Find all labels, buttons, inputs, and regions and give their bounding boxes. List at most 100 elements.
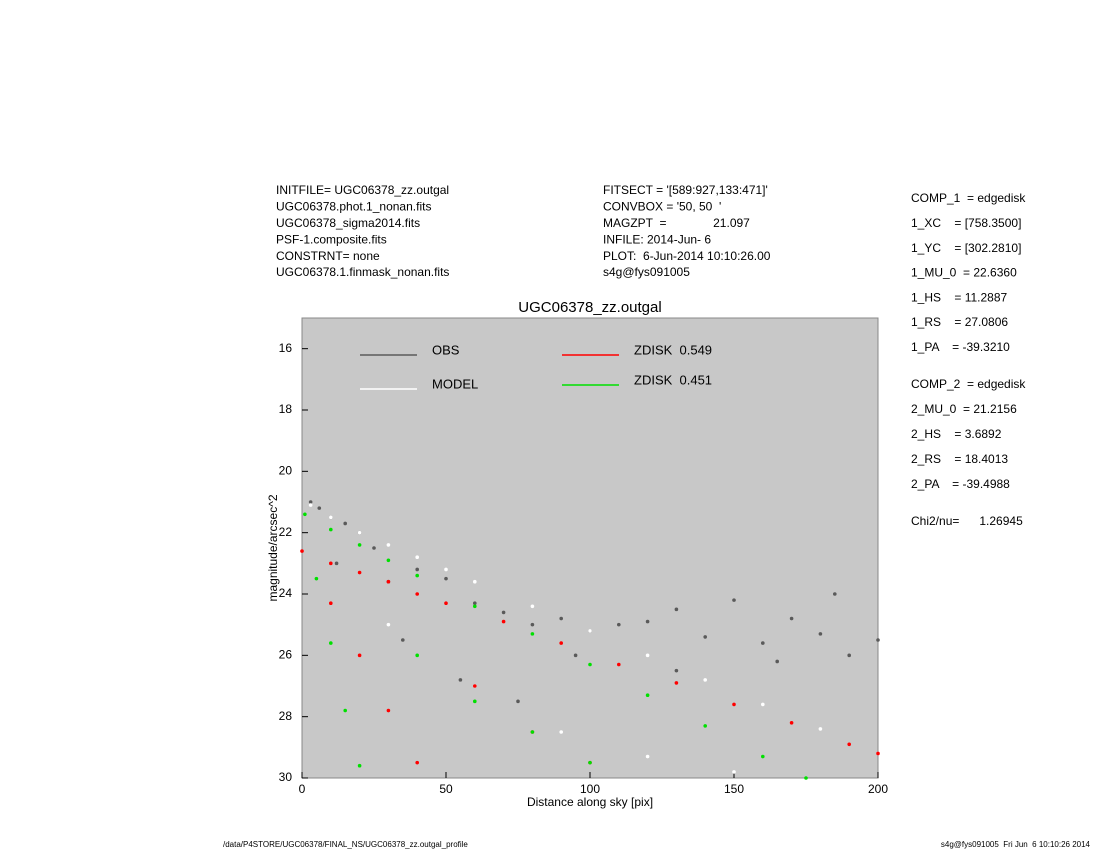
point	[314, 576, 319, 581]
point	[530, 632, 535, 636]
point	[530, 622, 535, 627]
point	[329, 515, 333, 520]
y-axis-label: magnitude/arcsec^2	[266, 494, 280, 601]
point	[617, 662, 621, 667]
chi-square: Chi2/nu= 1.26945	[911, 514, 1023, 528]
header-line: COMP_2 = edgedisk	[911, 377, 1026, 391]
legend-label: OBS	[432, 342, 460, 357]
x-tick-label: 200	[868, 782, 888, 796]
point	[818, 632, 823, 636]
point	[317, 506, 322, 510]
point	[372, 546, 376, 550]
point	[329, 641, 333, 645]
point	[645, 653, 650, 658]
header-line: 1_HS = 11.2887	[911, 290, 1008, 304]
point	[329, 527, 333, 532]
header-line: 2_MU_0 = 21.2156	[911, 402, 1017, 416]
footer-stamp: s4g@fys091005 Fri Jun 6 10:10:26 2014	[941, 840, 1091, 849]
header-line: UGC06378_sigma2014.fits	[276, 216, 420, 230]
point	[761, 754, 765, 759]
point	[458, 678, 463, 682]
point	[444, 601, 448, 605]
point	[559, 730, 563, 734]
point	[343, 708, 348, 713]
point	[703, 724, 707, 728]
point	[473, 601, 477, 605]
point	[530, 604, 535, 609]
point	[703, 635, 707, 639]
header-line: 2_HS = 3.6892	[911, 427, 1002, 441]
header-line: 1_XC = [758.3500]	[911, 216, 1021, 230]
point	[761, 702, 765, 707]
header-line: INITFILE= UGC06378_zz.outgal	[276, 183, 449, 197]
point	[645, 754, 650, 759]
header-line: 1_YC = [302.2810]	[911, 241, 1021, 255]
point	[876, 638, 880, 642]
point	[674, 668, 679, 673]
point	[357, 653, 362, 658]
point	[303, 512, 307, 517]
point	[334, 561, 339, 566]
point	[804, 776, 808, 780]
point	[386, 543, 391, 547]
x-tick-label: 150	[724, 782, 744, 796]
point	[357, 543, 362, 547]
y-tick-label: 26	[279, 648, 293, 662]
header-line: CONVBOX = '50, 50 '	[603, 200, 721, 214]
point	[415, 592, 420, 596]
point	[761, 641, 765, 645]
point	[876, 751, 880, 756]
point	[588, 662, 592, 667]
point	[386, 558, 391, 563]
point	[559, 616, 563, 621]
point	[789, 616, 794, 621]
point	[732, 598, 736, 602]
point	[674, 607, 679, 612]
y-tick-label: 16	[279, 341, 293, 355]
point	[329, 601, 333, 605]
point	[386, 622, 391, 627]
point	[386, 579, 391, 584]
x-tick-label: 50	[439, 782, 453, 796]
point	[415, 573, 420, 578]
point	[588, 760, 592, 765]
y-tick-label: 18	[279, 402, 293, 416]
point	[847, 653, 851, 658]
chart-title: UGC06378_zz.outgal	[518, 299, 661, 316]
point	[444, 567, 448, 572]
point	[516, 699, 520, 704]
point	[444, 576, 448, 581]
header-line: MAGZPT = 21.097	[603, 216, 750, 230]
point	[415, 760, 420, 765]
point	[415, 567, 420, 572]
point	[415, 555, 420, 559]
point	[308, 503, 313, 507]
y-tick-label: 24	[279, 586, 293, 600]
header-line: UGC06378.phot.1_nonan.fits	[276, 200, 431, 214]
point	[645, 693, 650, 697]
point	[818, 727, 823, 731]
point	[357, 570, 362, 575]
header-line: PSF-1.composite.fits	[276, 232, 387, 246]
point	[329, 561, 333, 566]
point	[833, 592, 837, 596]
footer-path: /data/P4STORE/UGC06378/FINAL_NS/UGC06378…	[223, 840, 468, 849]
point	[674, 681, 679, 685]
point	[617, 622, 621, 627]
point	[645, 619, 650, 624]
y-tick-label: 20	[279, 464, 293, 478]
point	[501, 619, 506, 624]
header-line: CONSTRNT= none	[276, 249, 380, 263]
point	[401, 638, 405, 642]
header-line: s4g@fys091005	[603, 265, 690, 279]
point	[703, 678, 707, 682]
header-line: 2_RS = 18.4013	[911, 452, 1008, 466]
point	[300, 549, 304, 553]
point	[789, 721, 794, 725]
point	[473, 699, 477, 704]
y-tick-label: 30	[279, 770, 293, 784]
point	[732, 702, 736, 707]
point	[573, 653, 578, 658]
y-tick-label: 22	[279, 525, 293, 539]
header-line: COMP_1 = edgedisk	[911, 191, 1026, 205]
